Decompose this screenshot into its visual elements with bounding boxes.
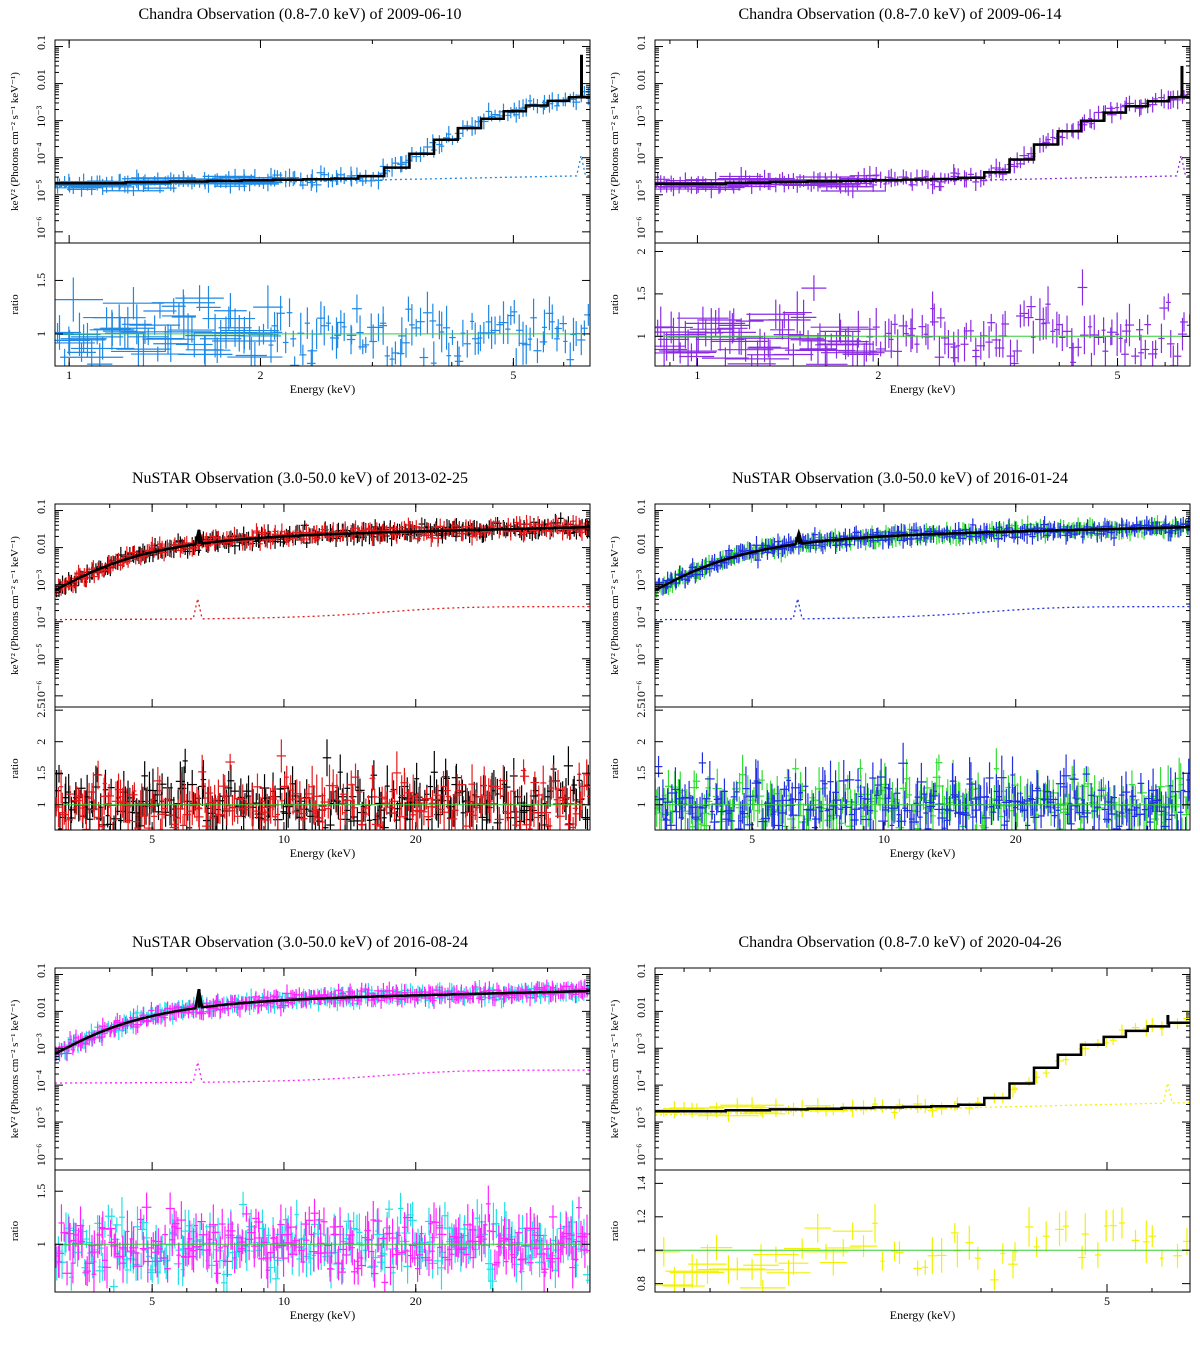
x-tick-label: 5: [1115, 368, 1121, 382]
y-tick-label: 10⁻⁴: [34, 142, 48, 165]
spectrum-plot: 10⁻⁶ 10⁻⁵ 10⁻⁴ 10⁻³ 0.01 0.1 1 1.5 2 1 2 5 keV² (Pho…: [600, 0, 1200, 444]
y-axis-label-top: keV² (Photons cm⁻² s⁻¹ keV⁻¹): [9, 72, 21, 211]
y-tick-label: 0.1: [34, 35, 48, 50]
plot-content: [653, 515, 1192, 860]
y-tick-label: 10⁻⁴: [634, 142, 648, 165]
y-tick-label: 10⁻⁵: [34, 644, 48, 667]
y-tick-label: 10⁻⁵: [634, 180, 648, 203]
y-tick-label: 10⁻⁶: [634, 217, 648, 240]
spectrum-plot: 10⁻⁶ 10⁻⁵ 10⁻⁴ 10⁻³ 0.01 0.1 1 1.5 1 2 5 keV² (Phot…: [0, 0, 600, 444]
ratio-tick-label: 1.5: [34, 766, 48, 781]
model-total-line: [55, 97, 590, 183]
chart-panel-2: Chandra Observation (0.8-7.0 keV) of 200…: [600, 0, 1200, 444]
y-tick-label: 10⁻⁶: [34, 681, 48, 704]
ratio-tick-label: 1: [634, 333, 648, 339]
ratio-tick-label: 1.5: [34, 273, 48, 288]
ratio-tick-label: 2.5: [34, 703, 48, 718]
y-tick-label: 10⁻³: [34, 105, 48, 127]
y-tick-label: 10⁻⁶: [34, 217, 48, 240]
x-tick-label: 2: [875, 368, 881, 382]
y-axis-label-top: keV² (Photons cm⁻² s⁻¹ keV⁻¹): [9, 536, 21, 675]
y-tick-label: 10⁻³: [34, 569, 48, 591]
ratio-tick-label: 2: [34, 739, 48, 745]
top-panel-frame: [55, 40, 590, 243]
ratio-tick-label: 1: [34, 331, 48, 337]
chart-panel-4: NuSTAR Observation (3.0-50.0 keV) of 201…: [600, 464, 1200, 908]
y-tick-label: 10⁻⁵: [34, 180, 48, 203]
y-tick-label: 10⁻³: [634, 105, 648, 127]
x-tick-label: 5: [510, 368, 516, 382]
x-axis-label: Energy (keV): [290, 846, 355, 860]
chart-panel-1: Chandra Observation (0.8-7.0 keV) of 200…: [0, 0, 600, 444]
bottom-panel-frame: [55, 243, 590, 366]
bottom-panel-frame: [655, 243, 1190, 366]
y-tick-label: 0.1: [34, 499, 48, 514]
x-tick-label: 1: [694, 368, 700, 382]
x-tick-label: 1: [66, 368, 72, 382]
x-tick-label: 5: [149, 832, 155, 846]
plot-content: [38, 55, 592, 386]
y-axis-label-bottom: ratio: [9, 294, 21, 315]
x-tick-label: 2: [257, 368, 263, 382]
y-tick-label: 0.01: [34, 69, 48, 90]
x-axis-label: Energy (keV): [890, 382, 955, 396]
model-component-line: [55, 599, 590, 620]
y-axis-label-bottom: ratio: [609, 294, 621, 315]
y-axis-label-bottom: ratio: [9, 758, 21, 779]
ratio-tick-label: 1.5: [634, 286, 648, 301]
y-axis-label-top: keV² (Photons cm⁻² s⁻¹ keV⁻¹): [609, 72, 621, 211]
chart-panel-3: NuSTAR Observation (3.0-50.0 keV) of 201…: [0, 464, 600, 908]
spectrum-plot: 10⁻⁶ 10⁻⁵ 10⁻⁴ 10⁻³ 0.01 0.1 1 1.5 2 2.5 5 10 20 keV²…: [0, 464, 600, 908]
top-panel-frame: [655, 40, 1190, 243]
x-tick-label: 20: [410, 832, 422, 846]
plot-content: [641, 66, 1192, 388]
x-axis-label: Energy (keV): [290, 382, 355, 396]
plot-content: [52, 512, 592, 866]
y-tick-label: 0.01: [634, 69, 648, 90]
y-tick-label: 10⁻⁴: [34, 606, 48, 629]
y-tick-label: 0.1: [634, 35, 648, 50]
y-tick-label: 0.01: [34, 533, 48, 554]
ratio-tick-label: 2: [634, 248, 648, 254]
ratio-tick-label: 1: [34, 802, 48, 808]
x-tick-label: 10: [278, 832, 290, 846]
